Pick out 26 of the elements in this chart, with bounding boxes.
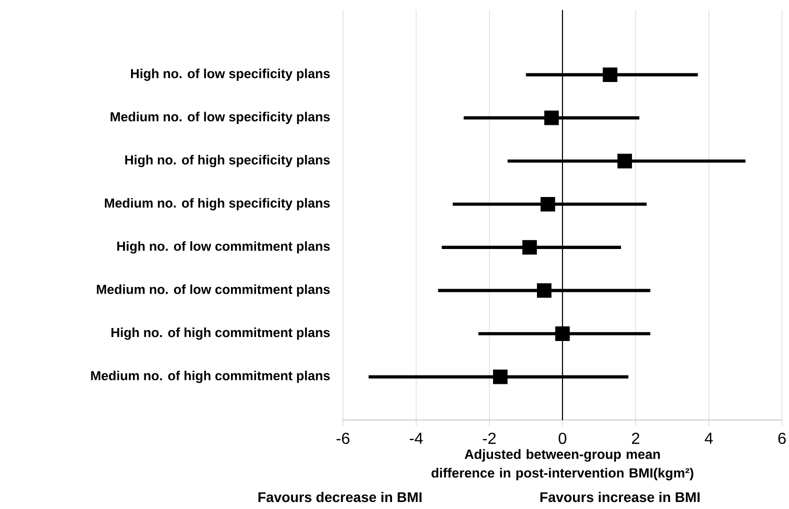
x-tick-label: -2	[482, 432, 496, 444]
x-tick-label: 4	[704, 432, 713, 444]
x-tick-label: 0	[558, 432, 566, 444]
x-tick-label: 2	[632, 432, 640, 444]
x-axis-title: Adjusted between-group mean difference in post-intervention BMI(kgm²)	[432, 449, 694, 480]
y-tick-label: Medium no. of high specificity plans	[104, 198, 330, 210]
y-tick-label: High no. of high commitment plans	[111, 328, 330, 340]
x-tick-label: -6	[336, 432, 350, 444]
y-tick-label: Medium no. of low specificity plans	[110, 112, 330, 124]
point	[536, 283, 552, 298]
y-tick-label: Medium no. of low commitment plans	[96, 284, 330, 297]
x-tick-label: 6	[778, 432, 786, 444]
text: Favours increase in BMI	[540, 492, 700, 502]
point	[617, 154, 632, 168]
y-tick-label: High no. of low commitment plans	[117, 241, 330, 254]
point	[544, 110, 559, 126]
point	[602, 67, 618, 82]
point	[522, 240, 537, 255]
y-tick-label: Medium no. of high commitment plans	[91, 370, 330, 383]
x-tick-label: -4	[410, 432, 423, 444]
point	[555, 326, 570, 341]
point	[493, 370, 508, 384]
point	[540, 196, 556, 212]
text: Favours decrease in BMI	[258, 492, 422, 502]
y-tick-label: High no. of low specificity plans	[131, 68, 330, 81]
y-tick-label: High no. of high specificity plans	[125, 154, 330, 168]
